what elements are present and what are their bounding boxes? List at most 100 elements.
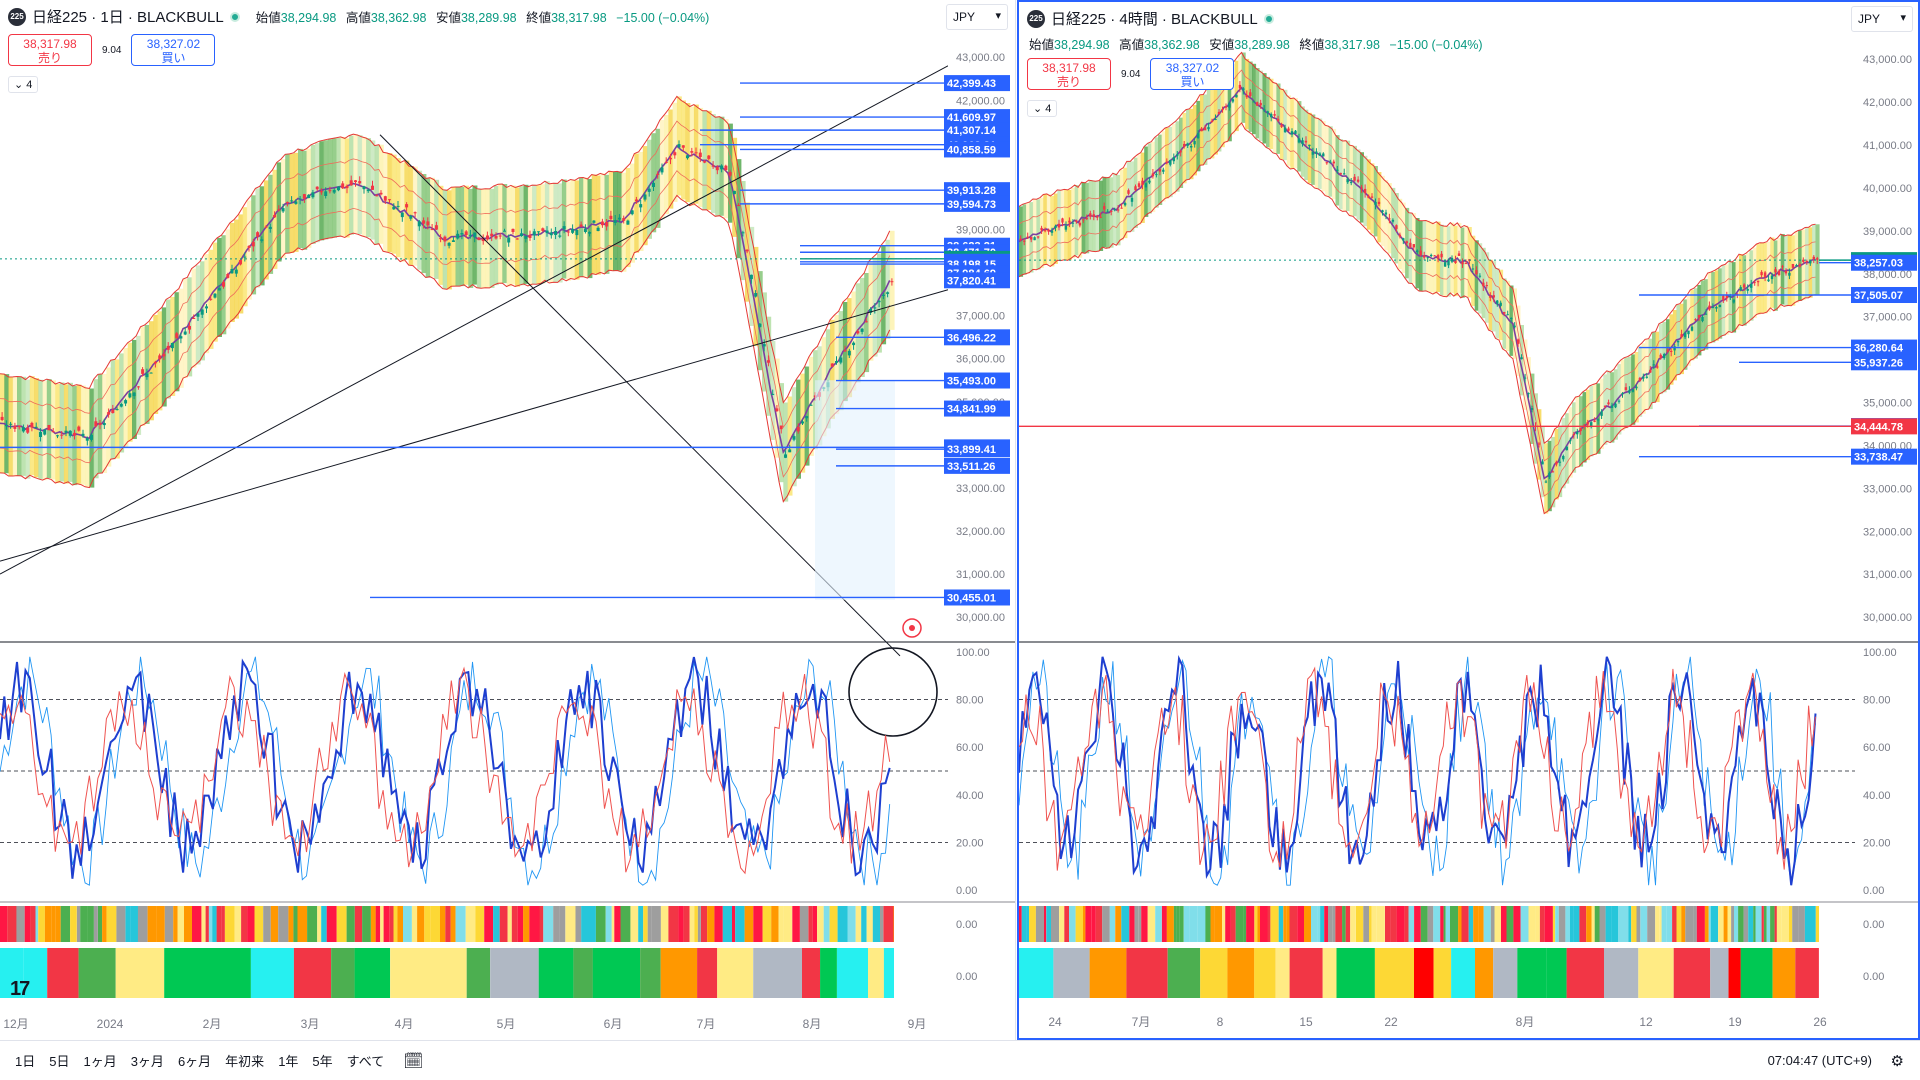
range-1y[interactable]: 1年	[278, 1054, 299, 1069]
price-axis-tick: 40,000.00	[1863, 183, 1912, 195]
signal-strip-1	[297, 906, 308, 942]
chart-pane-4h[interactable]: 43,000.00 42,000.00 41,000.00 40,000.00 39,0…	[1017, 0, 1920, 1040]
signal-strip-2	[1546, 948, 1567, 998]
currency-select[interactable]: JPY	[1851, 6, 1913, 32]
indicator-collapse-button[interactable]: ⌄ 4	[8, 76, 39, 93]
range-ytd[interactable]: 年初来	[225, 1054, 265, 1069]
chart-canvas-4h[interactable]: 43,000.00 42,000.00 41,000.00 40,000.00 39,0…	[1019, 2, 1919, 1038]
chart-pane-daily[interactable]: 43,000.0042,000.0041,000.0040,000.0039,0…	[0, 0, 1016, 1040]
band-segment	[596, 175, 601, 275]
range-3m[interactable]: 3ヶ月	[130, 1054, 164, 1069]
candle-body	[528, 234, 532, 238]
go-to-date-icon[interactable]: 🗓	[403, 1052, 424, 1070]
signal-strip-1	[44, 906, 52, 942]
signal-strip-1	[1718, 906, 1724, 942]
signal-strip-1	[1468, 906, 1474, 942]
candle-body	[332, 190, 336, 193]
signal-strip-2	[883, 948, 894, 998]
candle-body	[1763, 272, 1767, 277]
candle-body	[1596, 419, 1600, 421]
band-segment	[136, 335, 142, 435]
band-segment	[540, 184, 546, 284]
signal-strip-1	[201, 906, 206, 942]
band-segment	[523, 184, 529, 284]
candle-body	[1450, 257, 1454, 262]
symbol-title[interactable]: 日経225 · 4時間 · BLACKBULL	[1051, 11, 1258, 28]
signal-strip-1	[51, 906, 56, 942]
time-axis-tick: 2月	[203, 1017, 222, 1031]
signal-strip-2	[1275, 948, 1290, 998]
trendline	[0, 289, 949, 562]
candle-body	[422, 220, 426, 224]
buy-button[interactable]: 38,327.02 買い	[131, 34, 216, 66]
signal-strip-1	[1246, 906, 1255, 942]
candle-body	[43, 429, 47, 435]
signal-strip-1	[1812, 906, 1816, 942]
clock-timezone[interactable]: 07:04:47 (UTC+9)	[1767, 1053, 1872, 1068]
signal-strip-1	[1693, 906, 1697, 942]
candle-body	[1050, 230, 1054, 233]
range-5d[interactable]: 5日	[49, 1054, 70, 1069]
indicator-collapse-button[interactable]: ⌄ 4	[1027, 100, 1058, 117]
signal-strip-1	[177, 906, 184, 942]
signal-strip-2	[1414, 948, 1434, 998]
tradingview-logo: 17	[10, 978, 30, 1000]
range-1m[interactable]: 1ヶ月	[83, 1054, 117, 1069]
signal-strip-2	[1475, 948, 1494, 998]
range-6m[interactable]: 6ヶ月	[177, 1054, 212, 1069]
candle-body	[805, 416, 809, 419]
candle-body	[464, 231, 468, 235]
candle-body	[1308, 144, 1311, 147]
sell-button[interactable]: 38,317.98 売り	[8, 34, 92, 66]
candle-body	[1617, 400, 1621, 402]
candle-body	[247, 245, 251, 248]
candle-body	[869, 309, 873, 313]
level-label-bg	[1851, 354, 1917, 371]
signal-strip-1	[1235, 906, 1244, 942]
candle-body	[1464, 263, 1468, 265]
symbol-title[interactable]: 日経225 · 1日 · BLACKBULL	[32, 9, 224, 26]
currency-select[interactable]: JPY	[946, 4, 1008, 30]
signal-strip-1	[1019, 906, 1022, 942]
candle-body	[1496, 300, 1499, 304]
alert-icon	[902, 618, 922, 638]
candle-body	[1555, 461, 1558, 465]
settings-gear-icon[interactable]: ⚙	[1890, 1052, 1904, 1070]
candle-body	[205, 306, 208, 309]
band-segment	[1457, 222, 1462, 294]
candle-body	[779, 425, 783, 430]
band-segment	[1679, 303, 1684, 375]
candle-body	[477, 237, 481, 241]
candle-body	[1259, 102, 1262, 106]
time-axis-tick: 8月	[1516, 1015, 1535, 1029]
candle-body	[1722, 295, 1725, 301]
signal-strip-2	[47, 948, 79, 998]
candle-body	[1356, 179, 1360, 182]
candle-body	[388, 199, 391, 201]
candle-body	[354, 180, 357, 183]
signal-strip-1	[799, 906, 809, 942]
signal-strip-1	[1676, 906, 1682, 942]
band-segment	[664, 115, 669, 215]
chart-canvas-daily[interactable]: 43,000.0042,000.0041,000.0040,000.0039,0…	[0, 0, 1016, 1040]
candle-body	[532, 231, 536, 236]
signal-strip-1	[605, 906, 612, 942]
band-segment	[1544, 443, 1549, 514]
range-all[interactable]: すべて	[346, 1054, 385, 1069]
range-1d[interactable]: 1日	[15, 1054, 36, 1069]
candle-body	[243, 256, 247, 258]
candle-body	[1461, 262, 1464, 265]
candle-body	[1767, 279, 1770, 282]
buy-button[interactable]: 38,327.02 買い	[1150, 58, 1235, 90]
band-segment	[1666, 319, 1671, 390]
signal-strip-1	[1161, 906, 1167, 942]
strip-axis-tick: 0.00	[1863, 919, 1884, 931]
time-axis-tick: 4月	[395, 1017, 414, 1031]
signal-strip-1	[156, 906, 165, 942]
candle-body	[1325, 162, 1328, 164]
signal-strip-1	[336, 906, 347, 942]
range-5y[interactable]: 5年	[312, 1054, 333, 1069]
candle-body	[1106, 211, 1109, 213]
sell-button[interactable]: 38,317.98 売り	[1027, 58, 1111, 90]
signal-strip-1	[1659, 906, 1662, 942]
